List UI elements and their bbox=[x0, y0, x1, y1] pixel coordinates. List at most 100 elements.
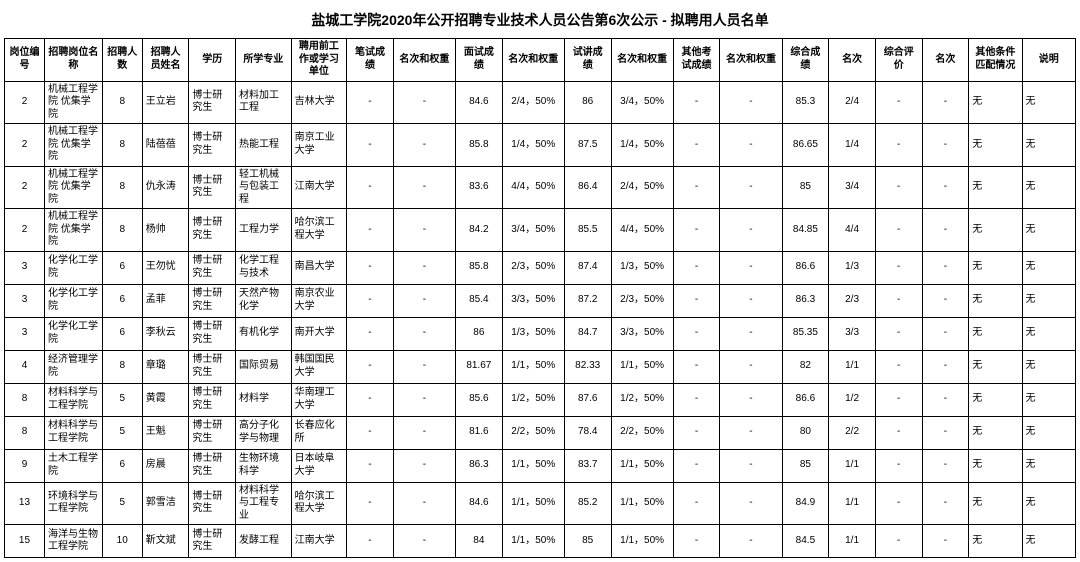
cell-eval: - bbox=[875, 317, 922, 350]
cell-match: 无 bbox=[969, 449, 1022, 482]
cell-written: - bbox=[347, 209, 394, 252]
cell-note: 无 bbox=[1022, 525, 1075, 558]
cell-total: 86.65 bbox=[782, 124, 829, 167]
cell-match: 无 bbox=[969, 251, 1022, 284]
cell-name: 章璐 bbox=[142, 350, 189, 383]
cell-num: 5 bbox=[102, 416, 142, 449]
cell-w_wt: - bbox=[393, 525, 455, 558]
cell-interview: 81.67 bbox=[456, 350, 503, 383]
cell-w_wt: - bbox=[393, 81, 455, 124]
cell-note: 无 bbox=[1022, 166, 1075, 209]
cell-name: 王勿忧 bbox=[142, 251, 189, 284]
cell-rank: 1/3 bbox=[829, 251, 876, 284]
cell-w_wt: - bbox=[393, 416, 455, 449]
cell-i_wt: 2/2，50% bbox=[502, 416, 564, 449]
cell-erank: - bbox=[922, 383, 969, 416]
cell-i_wt: 1/1，50% bbox=[502, 525, 564, 558]
cell-name: 靳文斌 bbox=[142, 525, 189, 558]
cell-post: 土木工程学院 bbox=[44, 449, 102, 482]
column-header: 笔试成绩 bbox=[347, 39, 394, 82]
cell-lecture: 87.5 bbox=[564, 124, 611, 167]
cell-i_wt: 4/4，50% bbox=[502, 166, 564, 209]
cell-edu: 博士研究生 bbox=[189, 350, 236, 383]
cell-erank: - bbox=[922, 525, 969, 558]
cell-major: 化学工程与技术 bbox=[236, 251, 292, 284]
cell-major: 材料学 bbox=[236, 383, 292, 416]
cell-note: 无 bbox=[1022, 284, 1075, 317]
cell-id: 3 bbox=[5, 284, 45, 317]
cell-written: - bbox=[347, 81, 394, 124]
cell-written: - bbox=[347, 350, 394, 383]
cell-major: 热能工程 bbox=[236, 124, 292, 167]
cell-written: - bbox=[347, 525, 394, 558]
cell-major: 高分子化学与物理 bbox=[236, 416, 292, 449]
cell-num: 8 bbox=[102, 81, 142, 124]
cell-note: 无 bbox=[1022, 383, 1075, 416]
cell-id: 2 bbox=[5, 81, 45, 124]
cell-match: 无 bbox=[969, 383, 1022, 416]
cell-rank: 1/1 bbox=[829, 350, 876, 383]
cell-interview: 84.2 bbox=[456, 209, 503, 252]
cell-note: 无 bbox=[1022, 416, 1075, 449]
cell-edu: 博士研究生 bbox=[189, 525, 236, 558]
candidates-table: 岗位编号招聘岗位名称招聘人数招聘人员姓名学历所学专业聘用前工作或学习单位笔试成绩… bbox=[4, 38, 1076, 558]
cell-name: 仇永涛 bbox=[142, 166, 189, 209]
cell-o_wt: - bbox=[720, 416, 782, 449]
cell-l_wt: 1/4，50% bbox=[611, 124, 673, 167]
cell-lecture: 84.7 bbox=[564, 317, 611, 350]
cell-match: 无 bbox=[969, 525, 1022, 558]
table-header-row: 岗位编号招聘岗位名称招聘人数招聘人员姓名学历所学专业聘用前工作或学习单位笔试成绩… bbox=[5, 39, 1076, 82]
cell-major: 天然产物化学 bbox=[236, 284, 292, 317]
column-header: 招聘人员姓名 bbox=[142, 39, 189, 82]
cell-eval: - bbox=[875, 350, 922, 383]
cell-other: - bbox=[673, 449, 720, 482]
cell-l_wt: 1/1，50% bbox=[611, 482, 673, 525]
cell-i_wt: 1/1，50% bbox=[502, 482, 564, 525]
cell-rank: 2/3 bbox=[829, 284, 876, 317]
cell-note: 无 bbox=[1022, 317, 1075, 350]
cell-i_wt: 1/1，50% bbox=[502, 449, 564, 482]
cell-total: 80 bbox=[782, 416, 829, 449]
cell-unit: 韩国国民大学 bbox=[291, 350, 347, 383]
column-header: 岗位编号 bbox=[5, 39, 45, 82]
column-header: 说明 bbox=[1022, 39, 1075, 82]
cell-i_wt: 1/4，50% bbox=[502, 124, 564, 167]
cell-interview: 85.8 bbox=[456, 251, 503, 284]
cell-l_wt: 3/4，50% bbox=[611, 81, 673, 124]
cell-match: 无 bbox=[969, 124, 1022, 167]
cell-lecture: 83.7 bbox=[564, 449, 611, 482]
table-row: 9土木工程学院6房晨博士研究生生物环境科学日本岐阜大学--86.31/1，50%… bbox=[5, 449, 1076, 482]
cell-o_wt: - bbox=[720, 317, 782, 350]
cell-lecture: 82.33 bbox=[564, 350, 611, 383]
cell-name: 房晨 bbox=[142, 449, 189, 482]
cell-interview: 84.6 bbox=[456, 81, 503, 124]
cell-w_wt: - bbox=[393, 350, 455, 383]
cell-rank: 2/2 bbox=[829, 416, 876, 449]
cell-edu: 博士研究生 bbox=[189, 383, 236, 416]
cell-id: 13 bbox=[5, 482, 45, 525]
cell-erank: - bbox=[922, 317, 969, 350]
cell-major: 材料加工工程 bbox=[236, 81, 292, 124]
cell-note: 无 bbox=[1022, 350, 1075, 383]
cell-lecture: 85 bbox=[564, 525, 611, 558]
cell-note: 无 bbox=[1022, 81, 1075, 124]
cell-num: 6 bbox=[102, 449, 142, 482]
cell-note: 无 bbox=[1022, 251, 1075, 284]
page-title: 盐城工学院2020年公开招聘专业技术人员公告第6次公示 - 拟聘用人员名单 bbox=[4, 4, 1076, 38]
cell-other: - bbox=[673, 81, 720, 124]
cell-unit: 哈尔滨工程大学 bbox=[291, 209, 347, 252]
cell-edu: 博士研究生 bbox=[189, 284, 236, 317]
cell-post: 机械工程学院 优集学院 bbox=[44, 81, 102, 124]
cell-edu: 博士研究生 bbox=[189, 416, 236, 449]
cell-other: - bbox=[673, 124, 720, 167]
cell-eval: - bbox=[875, 81, 922, 124]
cell-other: - bbox=[673, 350, 720, 383]
cell-other: - bbox=[673, 209, 720, 252]
cell-eval: - bbox=[875, 525, 922, 558]
cell-edu: 博士研究生 bbox=[189, 166, 236, 209]
cell-major: 轻工机械与包装工程 bbox=[236, 166, 292, 209]
cell-total: 86.6 bbox=[782, 383, 829, 416]
cell-post: 经济管理学院 bbox=[44, 350, 102, 383]
cell-num: 6 bbox=[102, 284, 142, 317]
cell-o_wt: - bbox=[720, 350, 782, 383]
